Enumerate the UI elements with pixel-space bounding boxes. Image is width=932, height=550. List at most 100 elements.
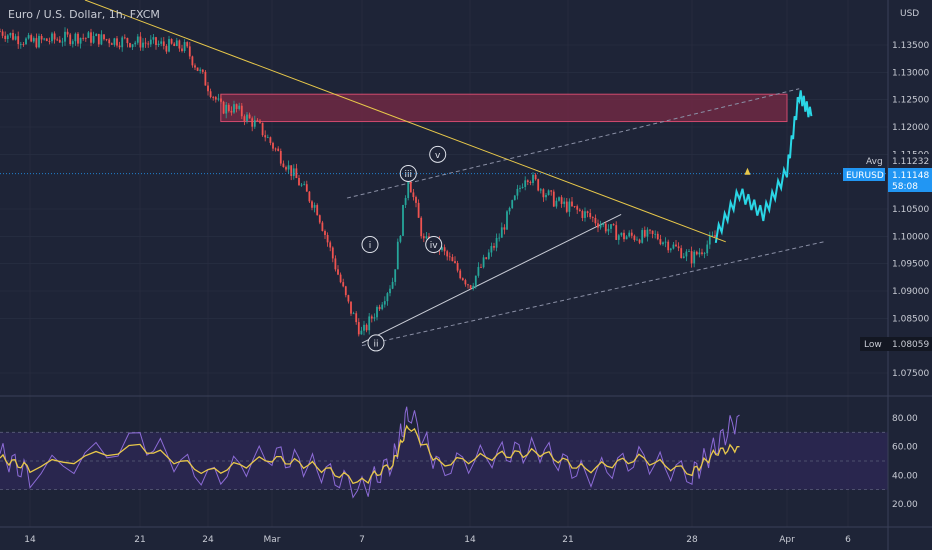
candle-body xyxy=(636,239,638,241)
candle-body xyxy=(669,248,672,251)
avg-label: Avg xyxy=(866,157,883,167)
low-value: 1.08059 xyxy=(892,340,929,350)
candle-body xyxy=(415,197,417,203)
descending-trendline[interactable] xyxy=(84,0,726,243)
candle-body xyxy=(443,247,446,252)
candle-body xyxy=(274,148,277,150)
candle-body xyxy=(584,211,586,218)
candle-body xyxy=(66,31,69,35)
rsi-ma-line xyxy=(0,424,740,485)
candle-body xyxy=(118,45,121,48)
candle-body xyxy=(248,114,251,119)
candle-body xyxy=(487,252,490,259)
candle-body xyxy=(253,120,256,127)
candle-body xyxy=(79,37,82,44)
candle-body xyxy=(56,39,59,41)
candle-body xyxy=(545,194,547,198)
candle-body xyxy=(308,191,311,202)
candle-body xyxy=(542,189,545,198)
candle-body xyxy=(480,266,482,268)
candle-body xyxy=(594,217,597,224)
candle-body xyxy=(269,137,272,143)
candle-body xyxy=(456,263,459,271)
candle-body xyxy=(667,241,670,251)
candle-body xyxy=(628,232,631,237)
candle-body xyxy=(690,251,693,264)
candle-body xyxy=(175,40,178,47)
candle-body xyxy=(711,235,714,237)
candle-body xyxy=(451,257,454,262)
last-price: 1.11148 xyxy=(892,171,929,181)
rsi-scale[interactable]: 80.00 60.00 40.00 20.00 xyxy=(892,414,918,510)
candle-body xyxy=(339,274,342,283)
candle-body xyxy=(485,257,488,259)
candle-body xyxy=(573,206,576,207)
time-axis[interactable]: 14 21 24 Mar 7 14 21 28 Apr 6 xyxy=(24,535,851,545)
candle-body xyxy=(149,39,152,45)
currency-label: USD xyxy=(900,9,919,19)
candle-body xyxy=(701,252,703,254)
candle-body xyxy=(43,38,46,40)
candle-body xyxy=(144,42,147,44)
candle-body xyxy=(71,41,74,45)
candle-body xyxy=(77,33,79,44)
candle-body xyxy=(360,330,363,335)
candle-body xyxy=(656,233,659,240)
candle-body xyxy=(461,278,464,281)
symbol-tag: EURUSD xyxy=(846,171,884,181)
candle-body xyxy=(178,40,181,49)
candle-body xyxy=(136,36,139,43)
price-tick-label: 1.12000 xyxy=(892,123,929,133)
time-tick-label: 7 xyxy=(359,535,365,545)
candle-body xyxy=(396,241,399,270)
candle-body xyxy=(87,32,90,38)
price-channels[interactable] xyxy=(346,88,824,347)
candle-body xyxy=(90,32,92,43)
candle-body xyxy=(9,32,12,36)
candle-body xyxy=(113,38,116,45)
candle-body xyxy=(152,37,155,40)
candle-body xyxy=(459,270,462,279)
candle-body xyxy=(409,181,412,193)
resistance-zone[interactable] xyxy=(220,93,788,123)
candle-body xyxy=(365,324,368,331)
candle-body xyxy=(586,211,589,214)
candle-body xyxy=(578,209,581,211)
candle-body xyxy=(246,114,248,122)
candle-body xyxy=(173,43,176,47)
price-tick-label: 1.09000 xyxy=(892,287,929,297)
candle-body xyxy=(571,201,573,207)
candle-body xyxy=(121,37,124,48)
chart-title: Euro / U.S. Dollar, 1h, FXCM xyxy=(8,8,160,21)
candle-body xyxy=(638,239,641,243)
candle-body xyxy=(521,186,524,188)
candle-body xyxy=(45,38,48,41)
candle-body xyxy=(204,71,207,86)
candle-body xyxy=(4,35,7,39)
candle-body xyxy=(266,137,269,139)
candle-body xyxy=(675,244,677,247)
candle-body xyxy=(311,201,313,208)
candle-body xyxy=(334,258,337,270)
alert-marker-icon[interactable] xyxy=(744,167,751,175)
candle-body xyxy=(612,224,615,226)
lower-channel-line[interactable] xyxy=(361,241,824,347)
support-trendline[interactable] xyxy=(361,214,622,344)
rsi-tick-label: 60.00 xyxy=(892,443,918,453)
candle-body xyxy=(448,256,451,258)
candle-body xyxy=(316,205,319,216)
price-scale[interactable]: 1.135001.130001.125001.120001.115001.105… xyxy=(892,41,929,379)
candle-body xyxy=(17,36,20,45)
candle-body xyxy=(472,285,475,289)
candle-body xyxy=(324,231,326,235)
candle-body xyxy=(123,37,126,39)
candle-body xyxy=(287,165,290,170)
time-tick-label: Apr xyxy=(779,535,795,545)
candle-body xyxy=(285,167,287,170)
candle-body xyxy=(162,41,165,46)
candle-body xyxy=(256,120,259,122)
candle-body xyxy=(677,246,680,249)
upper-channel-line[interactable] xyxy=(346,88,800,199)
candle-body xyxy=(183,42,186,51)
